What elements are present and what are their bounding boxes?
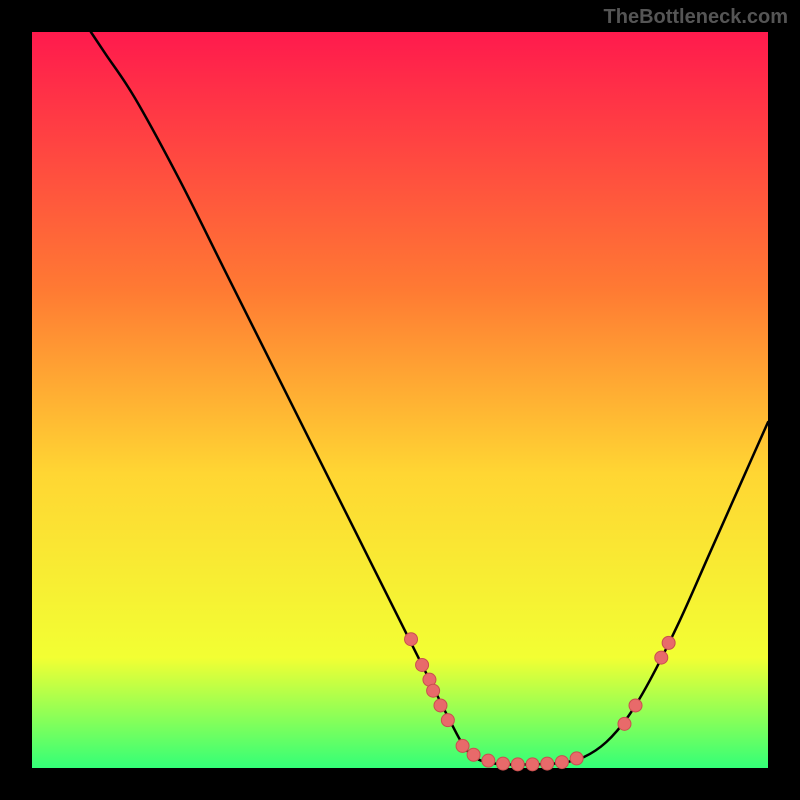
data-marker — [662, 636, 675, 649]
watermark-text: TheBottleneck.com — [604, 6, 788, 29]
data-marker — [482, 754, 495, 767]
data-marker — [526, 758, 539, 771]
data-marker — [405, 633, 418, 646]
data-marker — [467, 748, 480, 761]
data-marker — [441, 714, 454, 727]
data-marker — [427, 684, 440, 697]
chart-svg-overlay — [0, 0, 800, 800]
data-marker — [655, 651, 668, 664]
data-marker — [541, 757, 554, 770]
data-marker — [416, 658, 429, 671]
data-marker — [570, 752, 583, 765]
data-marker — [434, 699, 447, 712]
data-marker — [629, 699, 642, 712]
data-markers-group — [405, 633, 676, 771]
data-marker — [511, 758, 524, 771]
data-marker — [456, 739, 469, 752]
data-marker — [555, 756, 568, 769]
data-marker — [497, 757, 510, 770]
data-marker — [618, 717, 631, 730]
